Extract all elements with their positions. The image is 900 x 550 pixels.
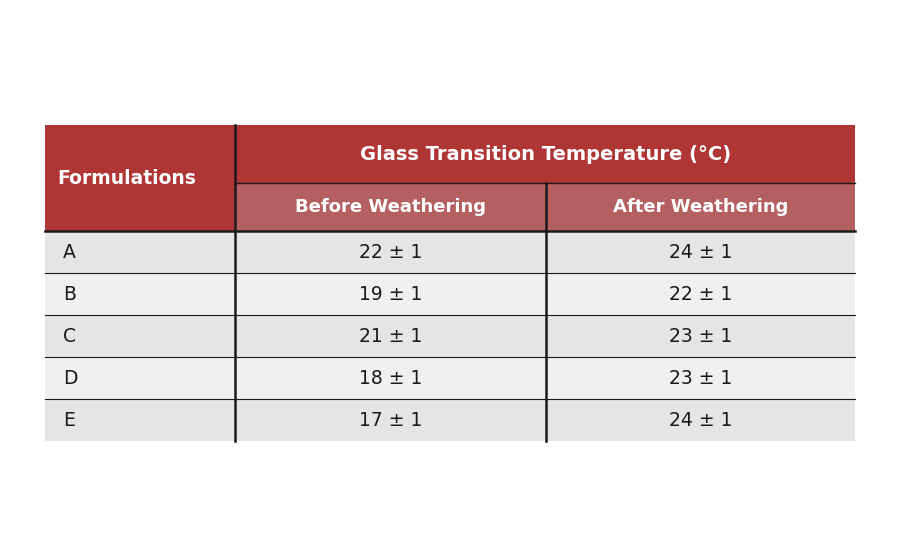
Text: 22 ± 1: 22 ± 1 xyxy=(359,243,422,261)
Bar xyxy=(545,183,855,231)
Bar xyxy=(545,315,855,357)
Text: Formulations: Formulations xyxy=(57,168,196,188)
Text: A: A xyxy=(63,243,76,261)
Bar xyxy=(236,273,545,315)
Bar xyxy=(236,315,545,357)
Text: 21 ± 1: 21 ± 1 xyxy=(359,327,422,345)
Text: 24 ± 1: 24 ± 1 xyxy=(669,243,732,261)
Text: 17 ± 1: 17 ± 1 xyxy=(359,410,422,430)
Bar xyxy=(45,315,236,357)
Bar xyxy=(236,183,545,231)
Text: 23 ± 1: 23 ± 1 xyxy=(669,327,732,345)
Bar xyxy=(236,399,545,441)
Text: D: D xyxy=(63,368,77,388)
Text: 24 ± 1: 24 ± 1 xyxy=(669,410,732,430)
Text: 19 ± 1: 19 ± 1 xyxy=(359,284,422,304)
Bar xyxy=(545,273,855,315)
Bar xyxy=(236,357,545,399)
Text: C: C xyxy=(63,327,76,345)
Bar xyxy=(45,125,236,231)
Text: 18 ± 1: 18 ± 1 xyxy=(359,368,422,388)
Bar xyxy=(236,125,855,183)
Bar xyxy=(545,399,855,441)
Bar xyxy=(236,231,545,273)
Text: 22 ± 1: 22 ± 1 xyxy=(669,284,732,304)
Text: Glass Transition Temperature (°C): Glass Transition Temperature (°C) xyxy=(360,145,731,163)
Bar xyxy=(45,357,236,399)
Bar xyxy=(545,231,855,273)
Bar xyxy=(45,273,236,315)
Text: E: E xyxy=(63,410,75,430)
Text: After Weathering: After Weathering xyxy=(613,198,788,216)
Text: Before Weathering: Before Weathering xyxy=(295,198,486,216)
Bar xyxy=(545,357,855,399)
Bar xyxy=(45,231,236,273)
Bar xyxy=(45,399,236,441)
Text: B: B xyxy=(63,284,76,304)
Text: 23 ± 1: 23 ± 1 xyxy=(669,368,732,388)
